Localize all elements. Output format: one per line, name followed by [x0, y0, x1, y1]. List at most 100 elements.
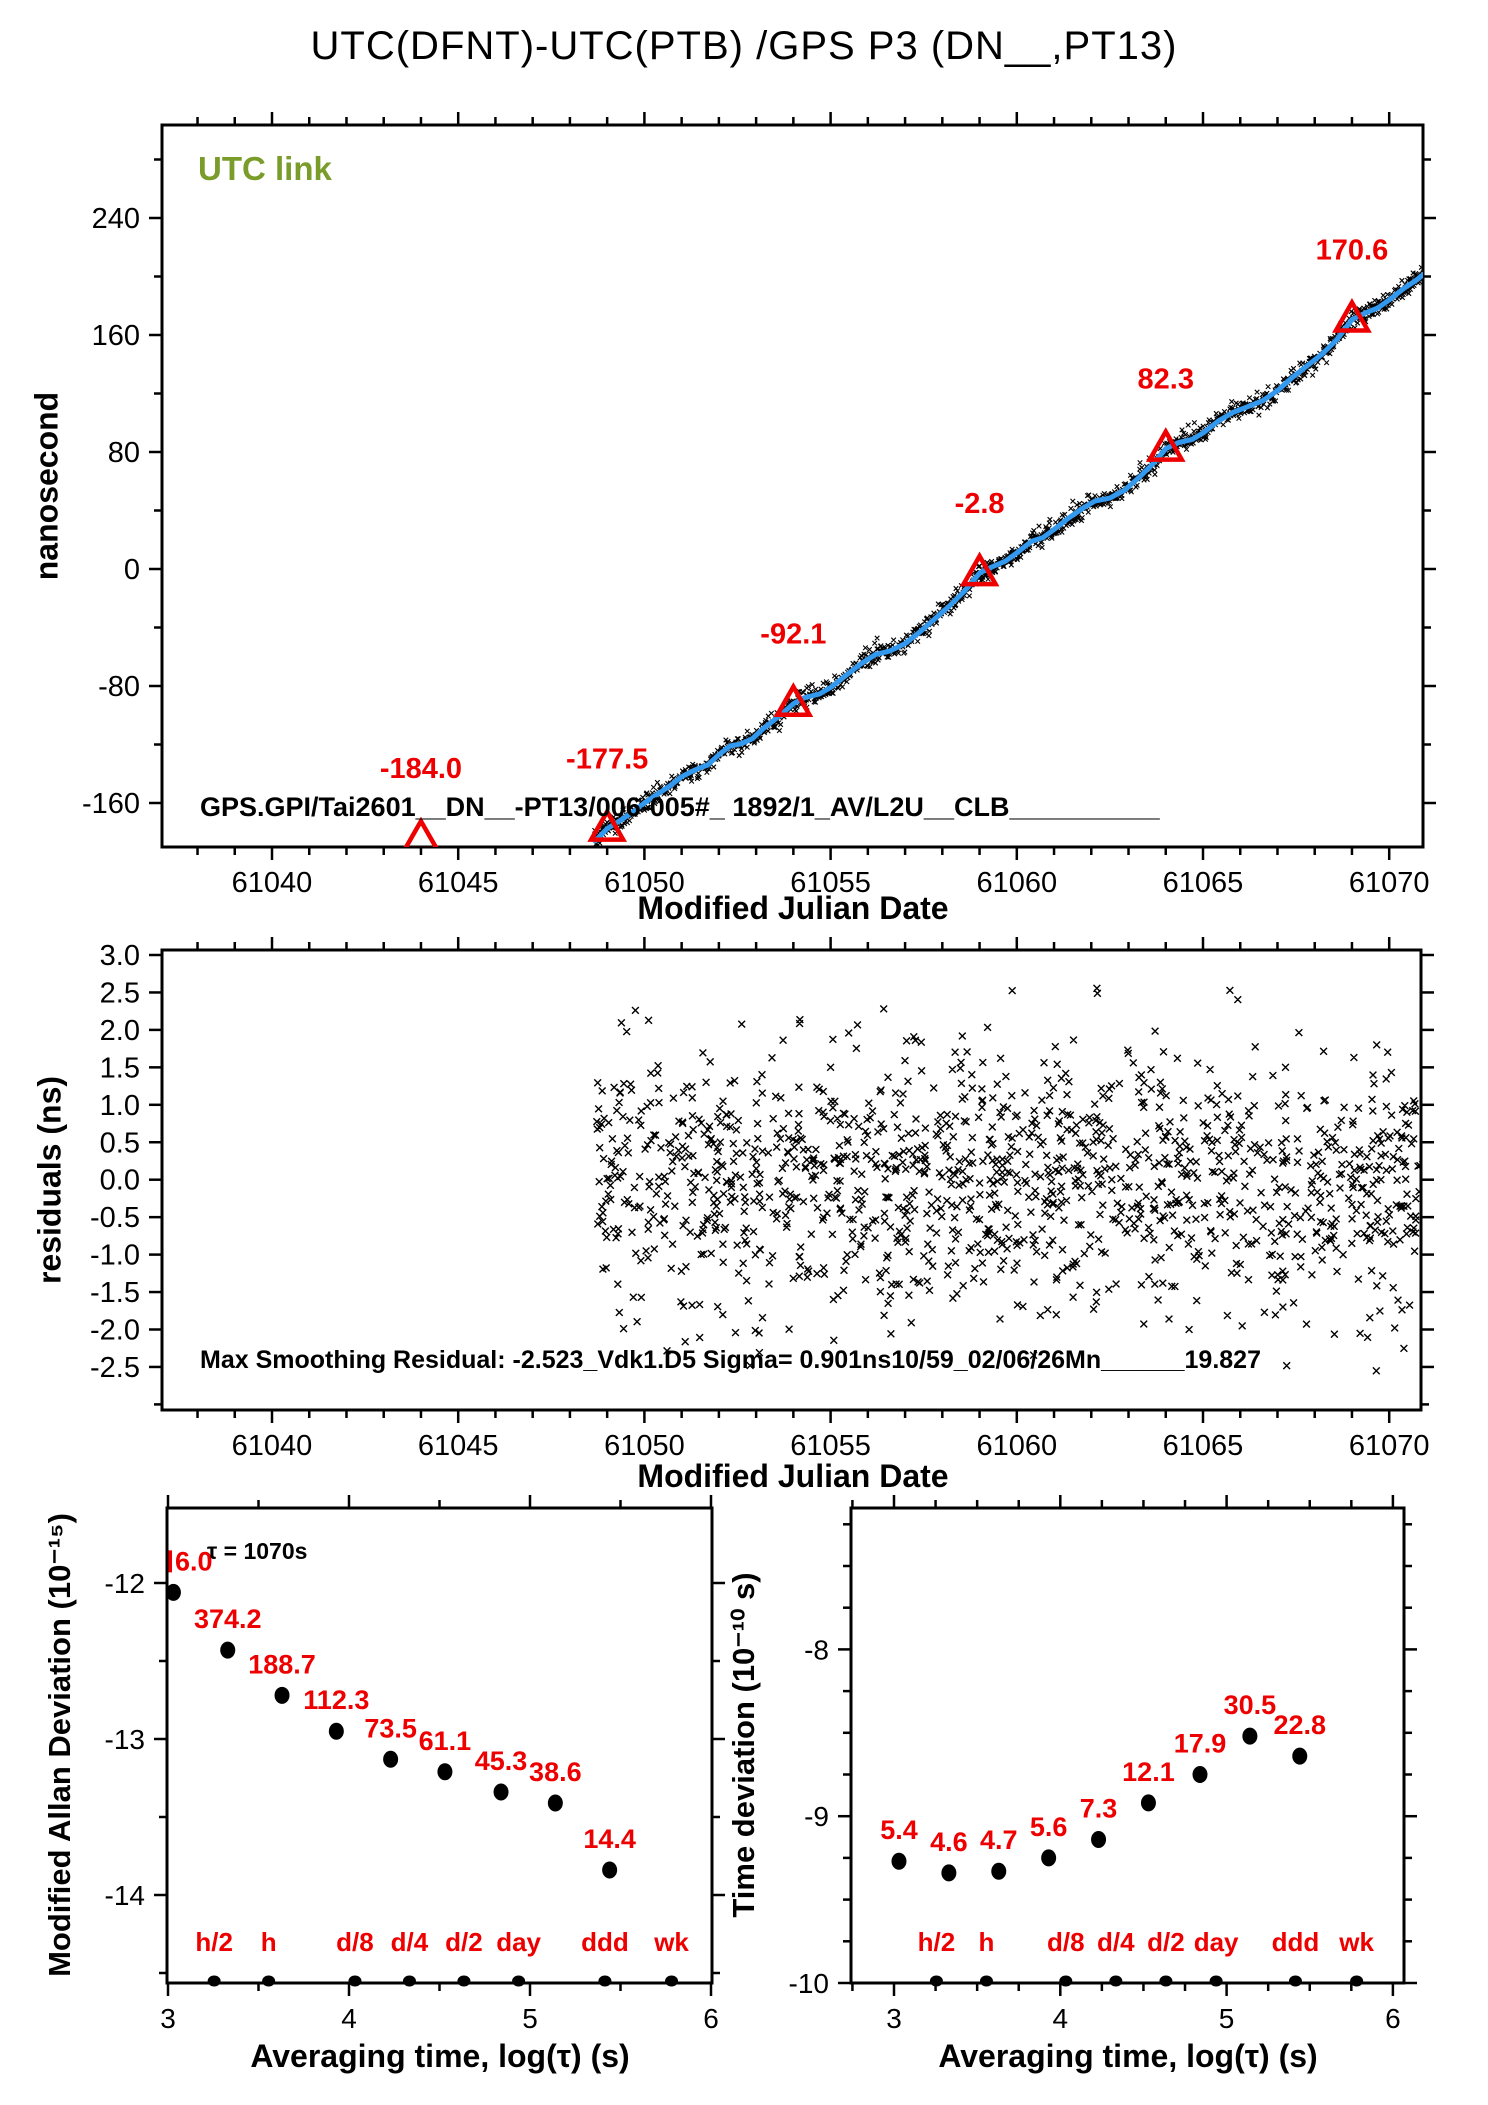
- svg-text:d/2: d/2: [1147, 1927, 1185, 1957]
- svg-text:day: day: [496, 1927, 541, 1957]
- svg-text:5: 5: [1219, 2003, 1235, 2034]
- svg-text:-10: -10: [789, 1968, 829, 1999]
- mdev-x-axis-label: Averaging time, log(τ) (s): [250, 2038, 630, 2074]
- mdev-y-axis-label: Modified Allan Deviation (10⁻¹⁵): [42, 1513, 77, 1977]
- svg-text:ddd: ddd: [581, 1927, 629, 1957]
- tdev-data-points: [891, 1727, 1308, 1882]
- svg-text:61045: 61045: [418, 1430, 499, 1462]
- tdev-data-point-labels: 5.4 4.6 4.7 5.6 7.312.117.9 30.522.8: [880, 1690, 1326, 1857]
- svg-text:0.0: 0.0: [100, 1165, 140, 1197]
- svg-text:80: 80: [108, 437, 140, 469]
- svg-text:5: 5: [522, 2003, 538, 2034]
- svg-text:7.3: 7.3: [1080, 1794, 1118, 1824]
- tdev-frame: [838, 1495, 1417, 1996]
- main-utc-triangles: [403, 297, 1372, 847]
- svg-text:17.9: 17.9: [1174, 1729, 1227, 1759]
- svg-text:3: 3: [160, 2003, 176, 2034]
- mdev-data-points: [165, 1583, 618, 1879]
- svg-text:170.6: 170.6: [1316, 234, 1389, 266]
- svg-text:d/8: d/8: [336, 1927, 374, 1957]
- svg-text:-1.5: -1.5: [90, 1277, 140, 1309]
- svg-text:6: 6: [703, 2003, 719, 2034]
- svg-text:4.6: 4.6: [930, 1827, 968, 1857]
- svg-text:61050: 61050: [604, 1430, 685, 1462]
- svg-text:h/2: h/2: [195, 1927, 233, 1957]
- main-x-axis-label: Modified Julian Date: [637, 890, 949, 926]
- svg-text:61060: 61060: [976, 867, 1057, 899]
- svg-text:61045: 61045: [418, 867, 499, 899]
- svg-text:ddd: ddd: [1272, 1927, 1320, 1957]
- svg-text:3.0: 3.0: [100, 940, 140, 972]
- svg-text:-2.0: -2.0: [90, 1315, 140, 1347]
- svg-text:-2.8: -2.8: [955, 488, 1005, 520]
- svg-text:d/4: d/4: [391, 1927, 429, 1957]
- svg-text:374.2: 374.2: [194, 1604, 262, 1634]
- svg-text:61065: 61065: [1163, 1430, 1244, 1462]
- svg-text:-0.5: -0.5: [90, 1202, 140, 1234]
- svg-text:5.6: 5.6: [1030, 1812, 1068, 1842]
- tdev-y-axis-label: Time deviation (10⁻¹⁰ s): [726, 1572, 761, 1918]
- svg-text:61070: 61070: [1349, 1430, 1430, 1462]
- mdev-data-point-labels: 6.0 374.2 188.7 112.373.5 61.145.3 38.6 14.4: [168, 1546, 636, 1854]
- svg-text:4.7: 4.7: [980, 1825, 1018, 1855]
- residuals-frame: [149, 937, 1434, 1423]
- tdev-time-markers: h/2 h d/8 d/4 d/2 day ddd wk: [918, 1927, 1375, 1987]
- svg-text:1.5: 1.5: [100, 1052, 140, 1084]
- svg-text:-2.5: -2.5: [90, 1352, 140, 1384]
- svg-text:61.1: 61.1: [419, 1726, 472, 1756]
- svg-text:d/4: d/4: [1097, 1927, 1135, 1957]
- svg-text:d/2: d/2: [445, 1927, 483, 1957]
- tdev-tick-labels: 3 4 5 6 -8 -9 -10: [789, 1634, 1401, 2034]
- svg-text:2.0: 2.0: [100, 1015, 140, 1047]
- svg-text:1.0: 1.0: [100, 1090, 140, 1122]
- gps-info-text: GPS.GPI/Tai2601__DN__-PT13/006-005#_ 189…: [200, 792, 1160, 822]
- svg-text:61065: 61065: [1163, 867, 1244, 899]
- svg-text:112.3: 112.3: [303, 1685, 369, 1715]
- svg-text:-177.5: -177.5: [566, 744, 648, 776]
- main-tick-labels: 61040 61045 61050 61055 61060 61065 61070 -160 -…: [82, 203, 1430, 899]
- svg-text:22.8: 22.8: [1273, 1710, 1326, 1740]
- svg-text:h: h: [979, 1927, 995, 1957]
- svg-text:188.7: 188.7: [248, 1649, 316, 1679]
- svg-text:5.4: 5.4: [880, 1815, 918, 1845]
- svg-text:-184.0: -184.0: [380, 753, 462, 785]
- svg-text:6.0: 6.0: [175, 1546, 213, 1576]
- svg-text:160: 160: [92, 320, 140, 352]
- svg-text:day: day: [1194, 1927, 1239, 1957]
- mdev-time-markers: h/2 h d/8 d/4 d/2 day ddd wk: [195, 1927, 689, 1987]
- svg-text:-1.0: -1.0: [90, 1240, 140, 1272]
- svg-text:-160: -160: [82, 788, 140, 820]
- svg-text:14.4: 14.4: [583, 1824, 636, 1854]
- svg-text:73.5: 73.5: [364, 1713, 417, 1743]
- svg-text:61055: 61055: [790, 867, 871, 899]
- svg-text:-80: -80: [98, 671, 140, 703]
- residuals-y-axis-label: residuals (ns): [31, 1075, 68, 1285]
- svg-text:30.5: 30.5: [1224, 1690, 1277, 1720]
- svg-text:-14: -14: [105, 1880, 145, 1911]
- svg-text:4: 4: [341, 2003, 357, 2034]
- mdev-frame: [154, 1495, 725, 1996]
- residuals-x-axis-label: Modified Julian Date: [637, 1458, 949, 1494]
- svg-text:h/2: h/2: [918, 1927, 956, 1957]
- svg-text:4: 4: [1053, 2003, 1069, 2034]
- svg-text:61070: 61070: [1349, 867, 1430, 899]
- svg-text:3: 3: [886, 2003, 902, 2034]
- svg-text:wk: wk: [1338, 1927, 1374, 1957]
- svg-text:-9: -9: [804, 1801, 829, 1832]
- svg-text:240: 240: [92, 203, 140, 235]
- svg-text:61040: 61040: [232, 867, 313, 899]
- svg-text:82.3: 82.3: [1138, 364, 1194, 396]
- svg-text:6: 6: [1385, 2003, 1401, 2034]
- svg-text:61060: 61060: [976, 1430, 1057, 1462]
- svg-text:h: h: [261, 1927, 277, 1957]
- svg-text:2.5: 2.5: [100, 977, 140, 1009]
- svg-text:61050: 61050: [604, 867, 685, 899]
- svg-text:-92.1: -92.1: [760, 619, 826, 651]
- main-smoothed-line: [592, 271, 1423, 844]
- svg-text:38.6: 38.6: [529, 1757, 582, 1787]
- residuals-tick-labels: 61040 61045 61050 61055 61060 61065 61070 3.0 2.…: [90, 940, 1430, 1462]
- svg-text:d/8: d/8: [1047, 1927, 1085, 1957]
- utc-link-label: UTC link: [198, 150, 332, 187]
- page-title: UTC(DFNT)-UTC(PTB) /GPS P3 (DN__,PT13): [310, 24, 1178, 68]
